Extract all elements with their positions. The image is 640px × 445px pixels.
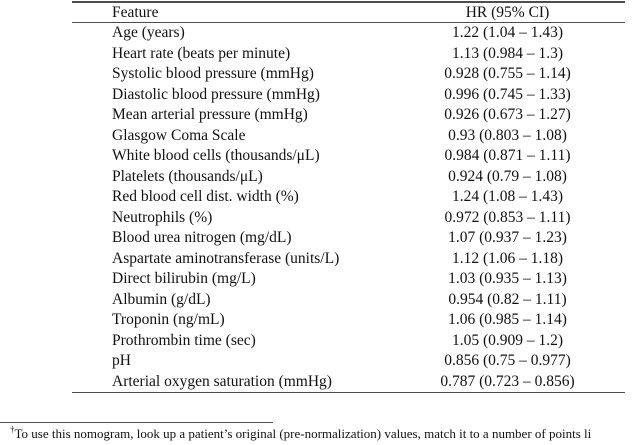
feature-cell: Diastolic blood pressure (mmHg) xyxy=(112,85,320,103)
table-row: Age (years) 1.22 (1.04 – 1.43) xyxy=(72,23,625,44)
feature-cell: pH xyxy=(112,352,131,370)
table-body: Age (years) 1.22 (1.04 – 1.43) Heart rat… xyxy=(72,23,625,393)
table-row: Platelets (thousands/μL) 0.924 (0.79 – 1… xyxy=(72,167,625,188)
hr-cell: 1.22 (1.04 – 1.43) xyxy=(451,24,564,42)
feature-cell: Platelets (thousands/μL) xyxy=(112,167,263,185)
hr-cell: 0.924 (0.79 – 1.08) xyxy=(448,167,567,185)
table-row: Heart rate (beats per minute) 1.13 (0.98… xyxy=(72,44,625,65)
feature-cell: Red blood cell dist. width (%) xyxy=(112,188,299,206)
hr-cell: 0.926 (0.673 – 1.27) xyxy=(444,106,571,124)
feature-cell: Aspartate aminotransferase (units/L) xyxy=(112,249,340,267)
feature-cell: Heart rate (beats per minute) xyxy=(112,44,291,62)
hr-cell: 0.93 (0.803 – 1.08) xyxy=(448,126,567,144)
table-row: Systolic blood pressure (mmHg) 0.928 (0.… xyxy=(72,64,625,85)
feature-cell: Mean arterial pressure (mmHg) xyxy=(112,106,308,124)
footnote-divider xyxy=(0,422,273,424)
table-row: pH 0.856 (0.75 – 0.977) xyxy=(72,351,625,372)
feature-cell: Neutrophils (%) xyxy=(112,208,213,226)
feature-cell: White blood cells (thousands/μL) xyxy=(112,147,320,165)
table-row: Aspartate aminotransferase (units/L) 1.1… xyxy=(72,249,625,270)
hr-column-header: HR (95% CI) xyxy=(465,3,550,21)
feature-cell: Glasgow Coma Scale xyxy=(112,126,246,144)
hr-cell: 0.954 (0.82 – 1.11) xyxy=(448,290,567,308)
footnote-body: To use this nomogram, look up a patient’… xyxy=(14,426,592,441)
hr-cell: 0.984 (0.871 – 1.11) xyxy=(444,147,571,165)
hr-cell: 1.13 (0.984 – 1.3) xyxy=(451,44,564,62)
hr-cell: 0.996 (0.745 – 1.33) xyxy=(444,85,571,103)
table-header-row: Feature HR (95% CI) xyxy=(72,1,625,23)
dagger-marker: † xyxy=(10,424,15,435)
feature-cell: Arterial oxygen saturation (mmHg) xyxy=(112,372,332,390)
hr-cell: 1.07 (0.937 – 1.23) xyxy=(448,229,567,247)
feature-cell: Systolic blood pressure (mmHg) xyxy=(112,65,314,83)
hr-cell: 1.12 (1.06 – 1.18) xyxy=(451,249,564,267)
feature-column-header: Feature xyxy=(112,3,159,21)
table-row: Diastolic blood pressure (mmHg) 0.996 (0… xyxy=(72,85,625,106)
table-row: White blood cells (thousands/μL) 0.984 (… xyxy=(72,146,625,167)
hr-cell: 0.928 (0.755 – 1.14) xyxy=(444,65,571,83)
table-row: Blood urea nitrogen (mg/dL) 1.07 (0.937 … xyxy=(72,228,625,249)
hr-cell: 0.856 (0.75 – 0.977) xyxy=(444,352,571,370)
hr-cell: 1.24 (1.08 – 1.43) xyxy=(451,188,564,206)
hr-cell: 0.787 (0.723 – 0.856) xyxy=(440,372,575,390)
hr-cell: 0.972 (0.853 – 1.11) xyxy=(444,208,571,226)
hr-cell: 1.05 (0.909 – 1.2) xyxy=(451,331,564,349)
table-row: Prothrombin time (sec) 1.05 (0.909 – 1.2… xyxy=(72,331,625,352)
table-row: Albumin (g/dL) 0.954 (0.82 – 1.11) xyxy=(72,290,625,311)
feature-cell: Prothrombin time (sec) xyxy=(112,331,256,349)
table-row: Direct bilirubin (mg/L) 1.03 (0.935 – 1.… xyxy=(72,269,625,290)
feature-cell: Troponin (ng/mL) xyxy=(112,311,225,329)
footnote-text: †To use this nomogram, look up a patient… xyxy=(10,424,592,442)
table-row: Red blood cell dist. width (%) 1.24 (1.0… xyxy=(72,187,625,208)
table-row: Arterial oxygen saturation (mmHg) 0.787 … xyxy=(72,372,625,393)
feature-cell: Direct bilirubin (mg/L) xyxy=(112,270,256,288)
table-row: Neutrophils (%) 0.972 (0.853 – 1.11) xyxy=(72,208,625,229)
table-row: Glasgow Coma Scale 0.93 (0.803 – 1.08) xyxy=(72,126,625,147)
table-row: Mean arterial pressure (mmHg) 0.926 (0.6… xyxy=(72,105,625,126)
feature-cell: Albumin (g/dL) xyxy=(112,290,211,308)
hazard-ratio-table: Feature HR (95% CI) Age (years) 1.22 (1.… xyxy=(72,1,625,393)
table-row: Troponin (ng/mL) 1.06 (0.985 – 1.14) xyxy=(72,310,625,331)
hr-cell: 1.06 (0.985 – 1.14) xyxy=(448,311,567,329)
feature-cell: Age (years) xyxy=(112,24,185,42)
feature-cell: Blood urea nitrogen (mg/dL) xyxy=(112,229,292,247)
hr-cell: 1.03 (0.935 – 1.13) xyxy=(448,270,567,288)
